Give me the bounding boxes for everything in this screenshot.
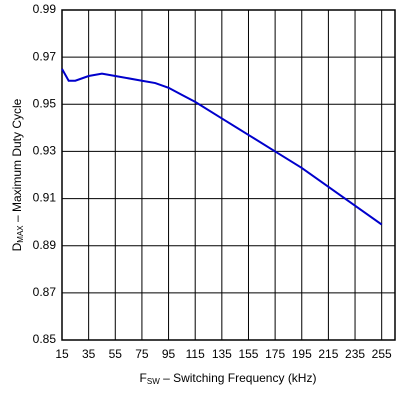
- x-tick-label: 95: [162, 347, 176, 361]
- y-tick-label: 0.89: [33, 238, 57, 252]
- x-tick-label: 235: [345, 347, 365, 361]
- x-tick-label: 35: [82, 347, 96, 361]
- x-tick-label: 215: [318, 347, 338, 361]
- x-axis-label: FSW – Switching Frequency (kHz): [140, 371, 317, 386]
- y-tick-label: 0.99: [33, 2, 57, 16]
- x-tick-label: 195: [292, 347, 312, 361]
- y-tick-label: 0.87: [33, 285, 57, 299]
- y-tick-label: 0.97: [33, 49, 57, 63]
- x-tick-label: 115: [186, 347, 205, 361]
- x-tick-label: 255: [372, 347, 392, 361]
- x-tick-label: 55: [109, 347, 123, 361]
- y-tick-label: 0.95: [33, 96, 57, 110]
- x-tick-label: 155: [238, 347, 258, 361]
- y-tick-label: 0.93: [33, 144, 57, 158]
- x-tick-label: 175: [265, 347, 285, 361]
- y-tick-label: 0.85: [33, 332, 57, 346]
- plot-frame: [61, 9, 396, 341]
- data-line: [61, 68, 383, 226]
- x-tick-label: 15: [55, 347, 69, 361]
- x-tick-label: 75: [135, 347, 149, 361]
- y-axis-label: DMAX – Maximum Duty Cycle: [10, 98, 25, 251]
- y-tick-label: 0.91: [33, 191, 57, 205]
- x-tick-label: 135: [212, 347, 232, 361]
